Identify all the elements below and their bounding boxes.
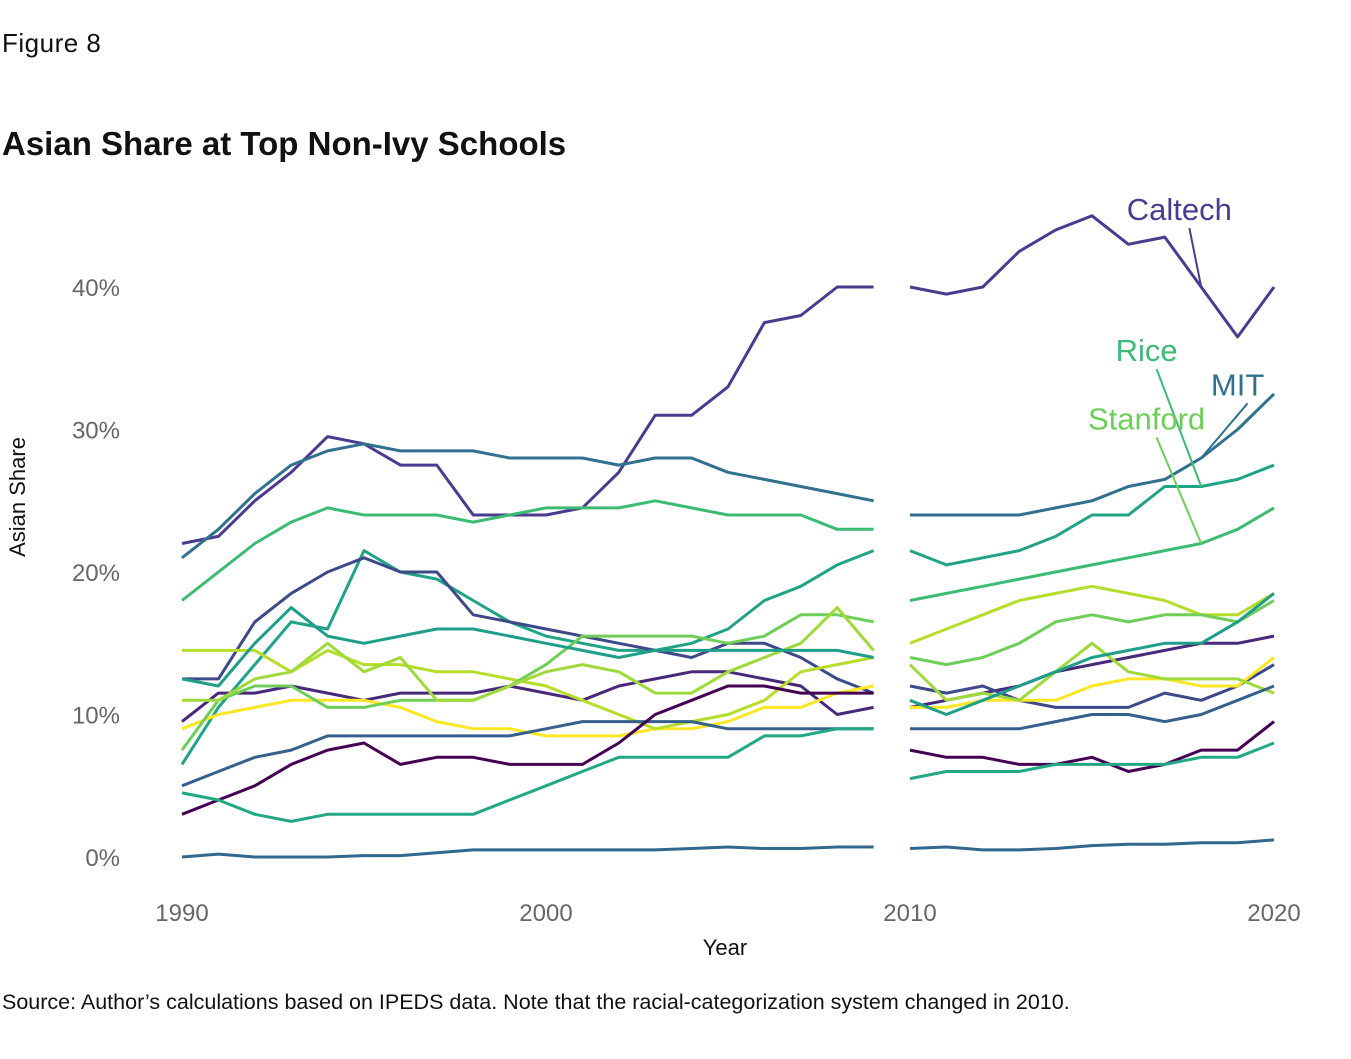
series-direct-label: Rice (1116, 333, 1178, 368)
series-line (182, 556, 1275, 709)
series-segment-post-2010 (908, 641, 1275, 702)
series-line (180, 463, 1275, 766)
series-segment-pre-2010 (181, 606, 874, 688)
series-direct-label: Stanford (1088, 402, 1205, 437)
label-leader-line (1155, 437, 1203, 544)
x-tick-label: 1990 (155, 900, 208, 927)
series-segment-pre-2010 (181, 727, 874, 823)
line-chart: 0% 10% 20% 30% 40% 1990 2000 2010 2020 Caltech R… (5, 192, 1301, 960)
series-segment-post-2010 (909, 463, 1275, 567)
series-segment-post-2010 (909, 741, 1275, 781)
series-segment-post-2010 (909, 592, 1275, 716)
series-line (182, 606, 1275, 702)
series-segment-post-2010 (909, 838, 1275, 852)
series-line (181, 499, 1275, 602)
source-note: Source: Author’s calculations based on I… (2, 990, 1070, 1014)
series-line (181, 684, 1275, 788)
series-segment-pre-2010 (182, 606, 875, 702)
label-leader-line (1188, 227, 1203, 288)
series-segment-pre-2010 (181, 499, 874, 602)
series-segment-post-2010 (909, 720, 1275, 773)
series-segment-pre-2010 (181, 720, 874, 788)
y-tick-label: 30% (72, 418, 120, 445)
series-segment-post-2010 (909, 584, 1275, 645)
label-leader-line (1200, 402, 1249, 459)
series-segment-post-2010 (910, 392, 1276, 517)
y-tick-label: 40% (72, 275, 120, 302)
y-axis-title: Asian Share (5, 437, 30, 557)
series-line (181, 684, 1275, 816)
x-tick-label: 2000 (519, 900, 572, 927)
series-segment-pre-2010 (181, 285, 874, 545)
y-tick-label: 10% (72, 703, 120, 730)
y-tick-label: 0% (85, 845, 120, 872)
series-segment-pre-2010 (180, 613, 874, 751)
y-tick-label: 20% (72, 560, 120, 587)
series-segment-pre-2010 (182, 556, 875, 695)
series-segment-post-2010 (909, 599, 1275, 667)
series-segment-pre-2010 (181, 670, 874, 723)
series-line (181, 214, 1276, 545)
series-layer (180, 214, 1276, 859)
series-segment-pre-2010 (180, 549, 875, 766)
series-segment-post-2010 (909, 214, 1276, 339)
series-line (181, 727, 1275, 823)
figure-label: Figure 8 (2, 28, 102, 58)
series-segment-pre-2010 (181, 442, 874, 559)
series-segment-post-2010 (910, 656, 1275, 709)
x-axis-title: Year (703, 935, 747, 960)
series-segment-pre-2010 (181, 845, 874, 859)
series-line (181, 592, 1275, 716)
label-leader-line (1155, 368, 1203, 487)
series-segment-post-2010 (909, 506, 1275, 602)
series-line (180, 599, 1275, 751)
series-line (181, 392, 1276, 559)
series-segment-post-2010 (909, 663, 1275, 709)
series-direct-label: Caltech (1127, 192, 1232, 227)
series-direct-label: MIT (1211, 367, 1264, 402)
x-tick-label: 2020 (1247, 900, 1300, 927)
series-segment-pre-2010 (181, 684, 874, 816)
x-tick-label: 2010 (883, 900, 936, 927)
x-axis: 1990 2000 2010 2020 (155, 900, 1300, 927)
series-line (181, 838, 1275, 859)
series-segment-post-2010 (910, 684, 1275, 731)
chart-title: Asian Share at Top Non-Ivy Schools (2, 125, 567, 162)
y-axis: 0% 10% 20% 30% 40% (72, 275, 120, 872)
